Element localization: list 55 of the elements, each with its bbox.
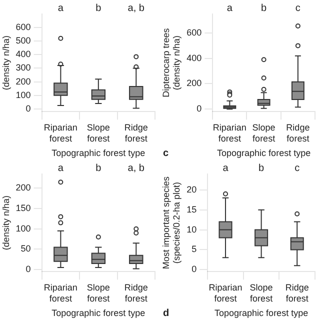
x-tick-label: Riparian forest	[44, 282, 78, 304]
x-tick-label: Ridge forest	[286, 122, 310, 144]
y-tick-label: 500	[16, 36, 31, 46]
annotation: b	[96, 163, 102, 174]
x-tick-label: Ridge forest	[124, 282, 148, 304]
x-tick-label: Riparian forest	[212, 122, 246, 144]
y-tick-label: 20	[186, 184, 197, 194]
text: c	[163, 148, 169, 159]
y-tick-label: 15	[186, 204, 197, 214]
annotation: b	[96, 3, 102, 14]
text: b	[261, 3, 268, 14]
x-tick-label: Slope forest	[250, 282, 274, 304]
y-tick-label: 200	[186, 78, 202, 88]
x-axis-title: Topographic forest type	[214, 308, 308, 318]
y-tick-label: 0	[192, 264, 197, 274]
y-axis-title: Most important species (species/0.2-ha plot)	[160, 176, 182, 270]
y-tick-label: 0	[196, 104, 202, 114]
y-tick-label: 600	[16, 22, 31, 32]
y-tick-label: 0	[26, 264, 31, 274]
y-tick-label: 50	[20, 244, 31, 254]
x-tick-label: Riparian forest	[208, 282, 242, 304]
text: c	[294, 163, 300, 174]
y-axis-title: Dipterocarp trees (density n/ha)	[160, 28, 182, 98]
y-axis-title: (density n/ha)	[0, 36, 11, 90]
x-axis-title: Topographic forest type	[52, 308, 146, 318]
y-tick-label: 10	[186, 224, 197, 234]
y-tick-label: 100	[16, 223, 31, 234]
y-tick-label: 5	[192, 244, 197, 254]
x-tick-label: Slope forest	[86, 122, 110, 144]
y-tick-label: 600	[186, 27, 202, 38]
y-tick-label: 200	[16, 76, 31, 86]
y-tick-label: 100	[16, 90, 31, 100]
y-tick-label: 200	[16, 182, 31, 193]
y-tick-label: 300	[16, 62, 31, 73]
x-axis-title: Topographic forest type	[217, 148, 311, 158]
y-axis-title: (density n/ha)	[0, 196, 11, 250]
text: d	[163, 308, 170, 319]
y-tick-label: 150	[16, 203, 31, 214]
annotation: a, b	[128, 163, 145, 174]
text: a	[222, 163, 229, 174]
annotation: a	[58, 163, 64, 174]
x-axis-title: Topographic forest type	[52, 148, 146, 158]
text: a	[226, 3, 233, 14]
annotation: a	[58, 3, 64, 14]
x-tick-label: Slope forest	[252, 122, 276, 144]
y-tick-label: 0	[26, 103, 31, 114]
text: c	[295, 3, 300, 14]
x-tick-label: Slope forest	[86, 282, 110, 304]
y-tick-label: 400	[16, 49, 31, 60]
y-tick-label: 400	[186, 52, 202, 63]
x-tick-label: Ridge forest	[285, 282, 309, 304]
text: b	[258, 163, 265, 174]
x-tick-label: Riparian forest	[44, 122, 78, 144]
x-tick-label: Ridge forest	[124, 122, 148, 144]
annotation: a, b	[128, 3, 145, 14]
